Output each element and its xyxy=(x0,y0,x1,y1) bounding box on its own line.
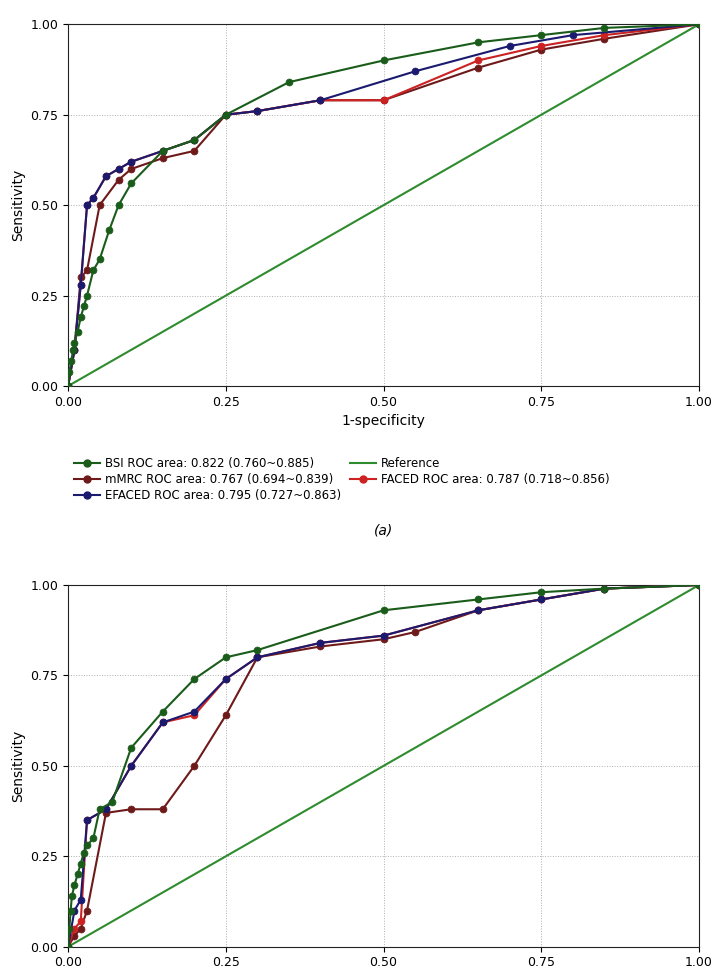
X-axis label: 1-specificity: 1-specificity xyxy=(342,415,425,428)
Text: (a): (a) xyxy=(374,523,393,538)
Y-axis label: Sensitivity: Sensitivity xyxy=(11,730,25,802)
Legend: BSI ROC area: 0.822 (0.760~0.885), mMRC ROC area: 0.767 (0.694~0.839), EFACED RO: BSI ROC area: 0.822 (0.760~0.885), mMRC … xyxy=(74,457,609,502)
Y-axis label: Sensitivity: Sensitivity xyxy=(11,169,25,241)
